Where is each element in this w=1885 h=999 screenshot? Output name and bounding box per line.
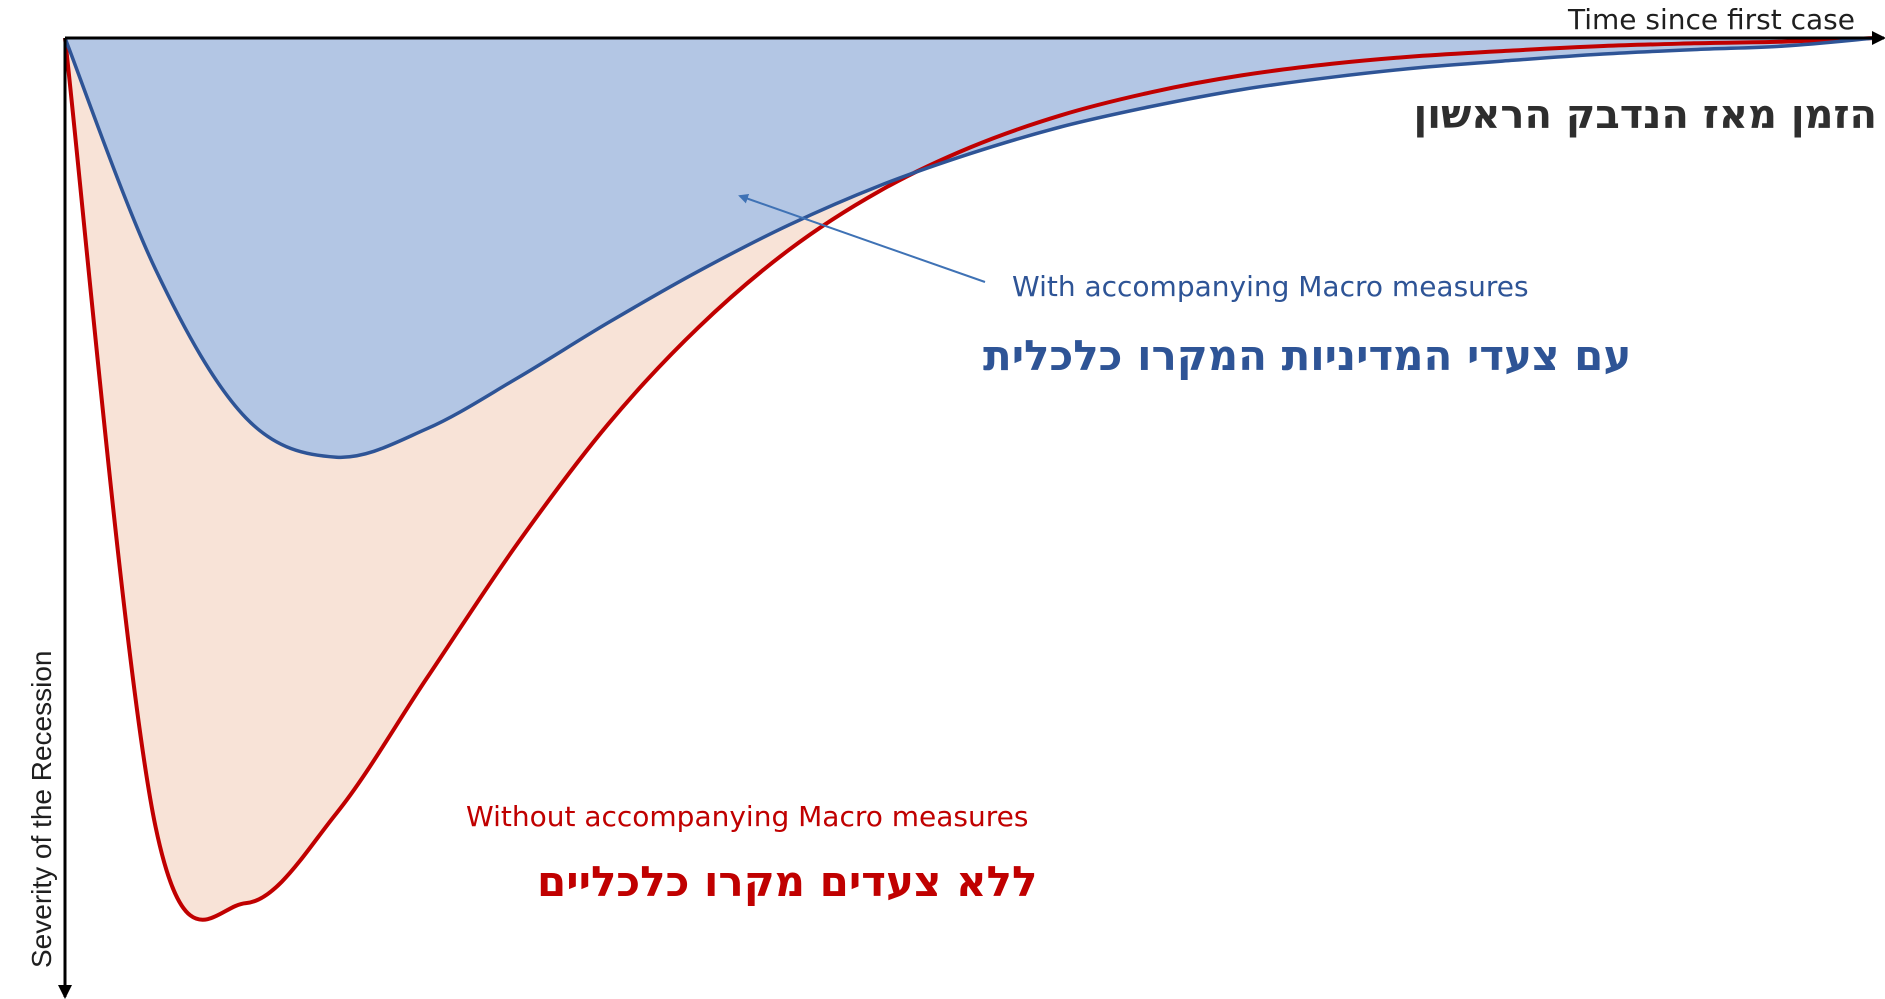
with-measures-label-he: עם צעדי המדיניות המקרו כלכלית — [983, 331, 1632, 380]
with-measures-line — [63, 36, 1876, 459]
y-axis-label: Severity of the Recession — [26, 650, 57, 969]
plot-area — [58, 31, 1885, 999]
x-axis-label-en: Time since first case — [1567, 3, 1855, 36]
without-measures-label-he: ללא צעדים מקרו כלכליים — [537, 857, 1038, 906]
x-axis-label-he: הזמן מאז הנדבק הראשון — [1413, 92, 1877, 138]
annotation-arrow — [738, 193, 986, 283]
with-measures-label-en: With accompanying Macro measures — [1012, 270, 1529, 303]
with-measures-area — [65, 38, 1875, 458]
without-measures-line — [63, 36, 1876, 922]
without-measures-label-en: Without accompanying Macro measures — [466, 800, 1029, 833]
